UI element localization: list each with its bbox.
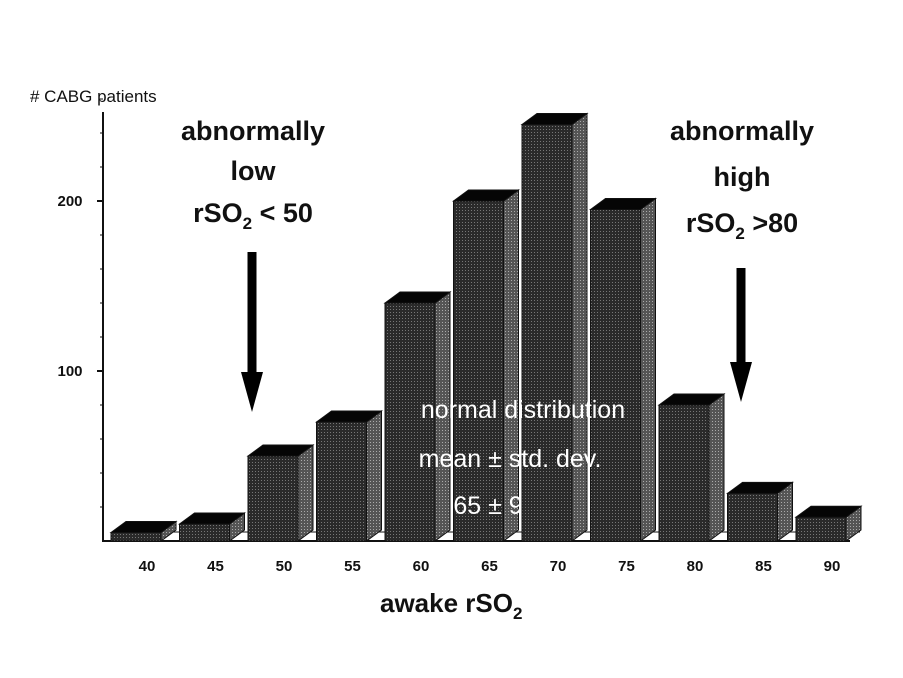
x-axis-label-subscript: 2: [513, 604, 522, 623]
bar-front: [658, 404, 710, 542]
annotation-high: abnormally high rSO2 >80: [670, 116, 814, 402]
x-tick-label: 40: [139, 558, 156, 575]
annotation-high-line2: high: [714, 162, 771, 192]
annotation-high-line1: abnormally: [670, 116, 814, 146]
x-tick-label: 65: [481, 558, 498, 575]
y-ticks: 100 200: [57, 98, 103, 508]
bar-85: [725, 481, 795, 542]
y-tick-label: 200: [57, 193, 82, 210]
annotation-low-threshold: < 50: [252, 198, 313, 228]
annotation-low-line3: rSO2 < 50: [193, 198, 313, 233]
bars: [109, 112, 863, 542]
bar-front: [110, 532, 162, 542]
bar-60: [383, 291, 452, 542]
bar-90: [794, 505, 863, 542]
x-axis-label-main: awake rSO: [380, 588, 513, 618]
bar-front: [795, 516, 847, 542]
bar-65: [451, 189, 521, 542]
annotation-low-line2: low: [231, 156, 277, 186]
x-tick-label: 50: [276, 558, 293, 575]
annotation-high-subscript: 2: [735, 224, 744, 243]
bar-side: [297, 444, 314, 542]
bar-front: [590, 209, 641, 542]
bar-side: [503, 189, 519, 542]
bar-75: [588, 197, 658, 542]
annotation-high-threshold: >80: [745, 208, 798, 238]
annotation-normal-plus-minus-2: ±: [488, 492, 502, 520]
x-ticks: 40 45 50 55 60 65 70 75 80 85 90: [139, 558, 841, 575]
y-tick-label: 100: [57, 363, 82, 380]
bar-50: [246, 444, 315, 542]
annotation-normal: normal distribution mean ± std. dev. 65 …: [419, 396, 626, 520]
annotation-normal-mean: mean: [419, 445, 488, 473]
annotation-normal-plus-minus-1: ±: [488, 445, 502, 473]
arrow-low-head: [241, 372, 263, 412]
y-axis-label: # CABG patients: [30, 87, 157, 106]
bar-80: [657, 393, 726, 542]
annotation-normal-std-dev: std. dev.: [502, 445, 602, 473]
annotation-low-rso: rSO: [193, 198, 243, 228]
x-axis-label: awake rSO2: [380, 588, 522, 623]
x-tick-label: 45: [207, 558, 224, 575]
bar-55: [314, 410, 384, 542]
annotation-normal-line3: 65 ± 9: [453, 492, 522, 520]
bar-front: [384, 302, 436, 542]
bar-front: [247, 455, 299, 542]
x-tick-label: 90: [824, 558, 841, 575]
x-tick-label: 70: [550, 558, 567, 575]
annotation-high-line3: rSO2 >80: [686, 208, 798, 243]
bar-front: [179, 523, 230, 542]
annotation-normal-line1: normal distribution: [421, 396, 625, 424]
annotation-low-line1: abnormally: [181, 116, 325, 146]
arrow-high-head: [730, 362, 752, 402]
annotation-normal-sd-value: 9: [502, 492, 523, 520]
bar-front: [453, 200, 504, 542]
bar-side: [571, 112, 588, 542]
x-tick-label: 55: [344, 558, 361, 575]
x-tick-label: 75: [618, 558, 635, 575]
annotation-low: abnormally low rSO2 < 50: [181, 116, 325, 412]
x-tick-label: 80: [687, 558, 704, 575]
bar-side: [366, 410, 382, 542]
bar-40: [109, 520, 178, 542]
bar-front: [316, 421, 367, 542]
x-tick-label: 60: [413, 558, 430, 575]
x-tick-label: 85: [755, 558, 772, 575]
annotation-normal-mean-value: 65: [453, 492, 488, 520]
bar-side: [640, 197, 656, 542]
annotation-normal-line2: mean ± std. dev.: [419, 445, 602, 473]
bar-side: [708, 393, 725, 542]
annotation-high-rso: rSO: [686, 208, 736, 238]
bar-front: [521, 124, 573, 542]
bar-front: [727, 492, 778, 542]
bar-70: [520, 112, 589, 542]
annotation-low-subscript: 2: [243, 214, 252, 233]
bar-45: [177, 512, 247, 542]
